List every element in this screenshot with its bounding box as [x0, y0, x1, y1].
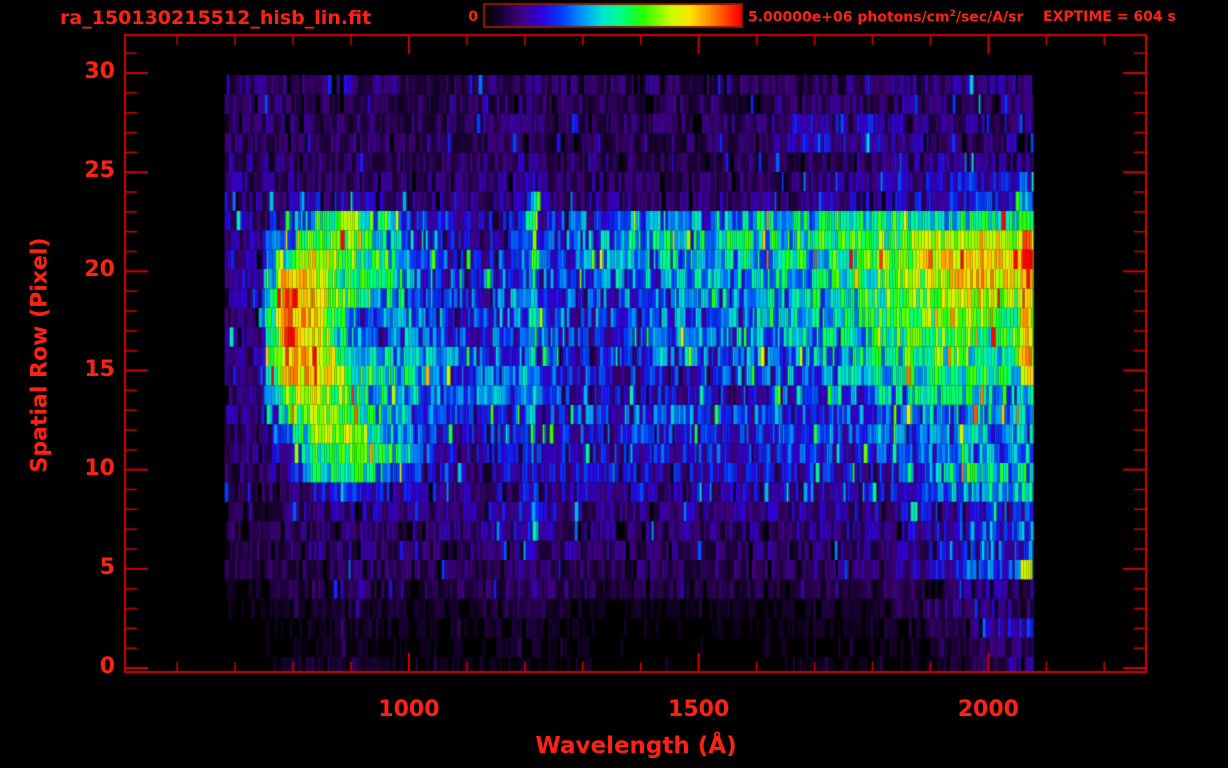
y-axis-title: Spatial Row (Pixel) — [27, 237, 53, 473]
exptime-label: EXPTIME = 604 s — [1043, 9, 1176, 25]
y-tick-label: 20 — [84, 257, 115, 283]
y-tick-label: 10 — [84, 455, 115, 481]
colorbar-min-label: 0 — [468, 9, 478, 25]
y-tick-label: 15 — [84, 356, 115, 382]
x-tick-label: 1500 — [668, 697, 730, 722]
x-tick-label: 2000 — [957, 697, 1019, 722]
colorbar-max-units: /sec/A/sr — [955, 9, 1024, 26]
y-tick-label: 30 — [84, 59, 115, 84]
x-axis-title: Wavelength (Å) — [535, 733, 737, 759]
file-title: ra_150130215512_hisb_lin.fit — [60, 7, 372, 29]
y-tick-label: 25 — [84, 158, 115, 184]
y-tick-label: 5 — [99, 554, 115, 580]
x-tick-label: 1000 — [378, 697, 440, 722]
y-tick-label: 0 — [99, 654, 115, 679]
colorbar-max-exponent: 2 — [949, 9, 956, 19]
colorbar-max-value: 5.00000e+06 photons/cm — [748, 9, 950, 26]
colorbar-max-label: 5.00000e+06 photons/cm2/sec/A/sr — [748, 9, 1023, 26]
